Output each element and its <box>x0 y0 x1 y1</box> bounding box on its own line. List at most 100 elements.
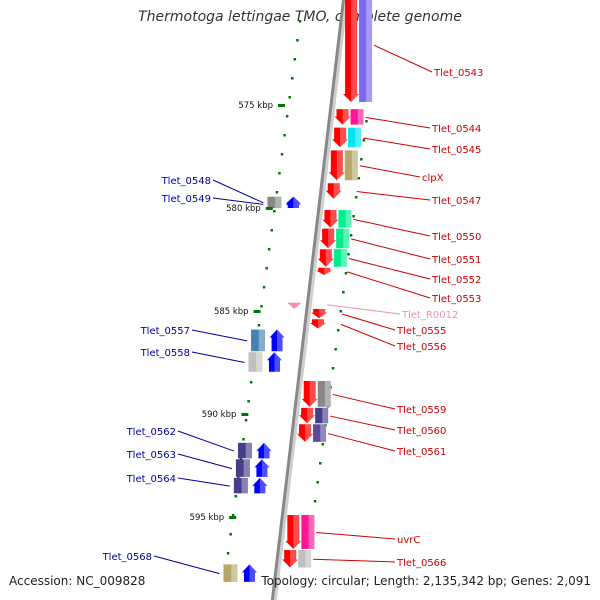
gc-dot-inner <box>293 58 297 61</box>
forward-arrow <box>311 308 328 319</box>
scale-tick <box>241 413 249 416</box>
gene-label: Tlet_0556 <box>396 342 446 353</box>
label-leader <box>177 477 230 487</box>
gene-label: Tlet_0557 <box>140 326 190 337</box>
label-leader <box>353 218 431 237</box>
bar-fill <box>348 127 362 148</box>
bar-shine <box>355 127 362 148</box>
gc-dot-inner <box>273 210 276 213</box>
bar-shine <box>320 424 327 442</box>
label-leader <box>363 137 431 150</box>
bar-fill <box>267 196 282 209</box>
bar-fill <box>338 210 352 228</box>
scale-label: 585 kbp <box>214 307 249 317</box>
gene-label: Tlet_0560 <box>396 426 446 437</box>
gc-dot-inner <box>288 96 291 99</box>
gc-dot-outer <box>362 139 366 142</box>
gc-dot-inner <box>298 20 302 23</box>
cog-bar <box>333 249 347 267</box>
bar-fill <box>251 329 266 352</box>
bar-shine <box>324 381 331 407</box>
gc-dot-inner <box>275 191 279 194</box>
forward-arrow <box>343 0 360 102</box>
arrow-body <box>320 228 337 249</box>
arrow-shine <box>263 442 272 459</box>
label-leader <box>313 558 396 563</box>
bar-shine <box>343 228 350 249</box>
gene-label: Tlet_0552 <box>431 275 481 286</box>
arrow-body <box>325 183 342 199</box>
gene-label: Tlet_0559 <box>396 405 446 416</box>
gene-label: Tlet_0568 <box>102 552 152 563</box>
arrow-shine <box>290 549 299 568</box>
gc-dot-inner <box>270 229 273 232</box>
gene-label: Tlet_0564 <box>126 474 176 485</box>
gene-label: Tlet_0548 <box>161 176 211 187</box>
forward-arrow <box>299 407 316 424</box>
gc-dot-inner <box>237 476 240 479</box>
reverse-arrow <box>269 329 285 352</box>
arrow-body <box>285 514 302 549</box>
arrow-body <box>269 329 285 352</box>
bar-fill <box>235 459 250 477</box>
gene-label: Tlet_0553 <box>431 294 481 305</box>
gc-dot-outer <box>334 348 337 351</box>
gc-dot-outer <box>360 158 363 161</box>
arrow-body <box>297 424 314 442</box>
label-leader <box>177 453 233 470</box>
bar-fill <box>359 0 373 102</box>
scale-label: 590 kbp <box>202 410 237 420</box>
gc-dot-inner <box>226 552 230 555</box>
arrow-body <box>266 352 282 372</box>
bar-shine <box>245 442 252 459</box>
gene-label: Tlet_0549 <box>161 194 211 205</box>
gene-label: clpX <box>422 173 444 184</box>
gc-dot-outer <box>365 120 368 123</box>
bar-fill <box>344 150 358 181</box>
gc-dot-inner <box>283 134 286 137</box>
arrow-shine <box>293 514 302 549</box>
scale-tick <box>278 104 285 107</box>
label-leader <box>212 197 264 205</box>
bar-shine <box>357 109 364 125</box>
arrow-shine <box>328 228 337 249</box>
map-title: Thermotoga lettingae TMO, complete genom… <box>138 9 462 25</box>
scale-label: 575 kbp <box>238 101 273 111</box>
gc-dot-inner <box>260 305 263 308</box>
bar-shine <box>322 407 329 424</box>
gc-dot-inner <box>280 153 284 156</box>
label-leader <box>373 44 433 73</box>
gc-dot-inner <box>291 77 294 80</box>
gene-label: Tlet_0547 <box>431 196 481 207</box>
gc-dot-inner <box>247 400 250 403</box>
gc-dot-outer <box>321 443 325 446</box>
label-leader <box>348 257 431 280</box>
bar-shine <box>351 150 358 181</box>
cog-bar <box>317 381 331 407</box>
arrow-shine <box>309 381 318 407</box>
cog-bar <box>298 549 312 568</box>
label-leader <box>356 191 431 201</box>
bar-shine <box>305 549 312 568</box>
arrow-body <box>343 0 360 102</box>
label-leader <box>191 351 245 363</box>
label-leader <box>340 323 396 347</box>
arrow-body <box>317 249 334 267</box>
gc-dot-outer <box>313 500 317 503</box>
bar-shine <box>275 196 282 209</box>
gc-dot-outer <box>349 234 353 237</box>
gc-dot-inner <box>278 172 281 175</box>
scale-tick <box>265 207 273 210</box>
bar-fill <box>313 424 327 442</box>
reverse-arrow <box>254 459 270 477</box>
gc-dot-outer <box>347 253 350 256</box>
gene-label: uvrC <box>397 535 420 546</box>
bar-shine <box>340 249 347 267</box>
cog-bar <box>235 459 250 477</box>
gene-label: Tlet_0562 <box>126 427 176 438</box>
cog-bar <box>348 127 362 148</box>
forward-arrow <box>316 267 333 275</box>
gc-dot-inner <box>234 495 238 498</box>
gc-dot-inner <box>242 438 245 441</box>
